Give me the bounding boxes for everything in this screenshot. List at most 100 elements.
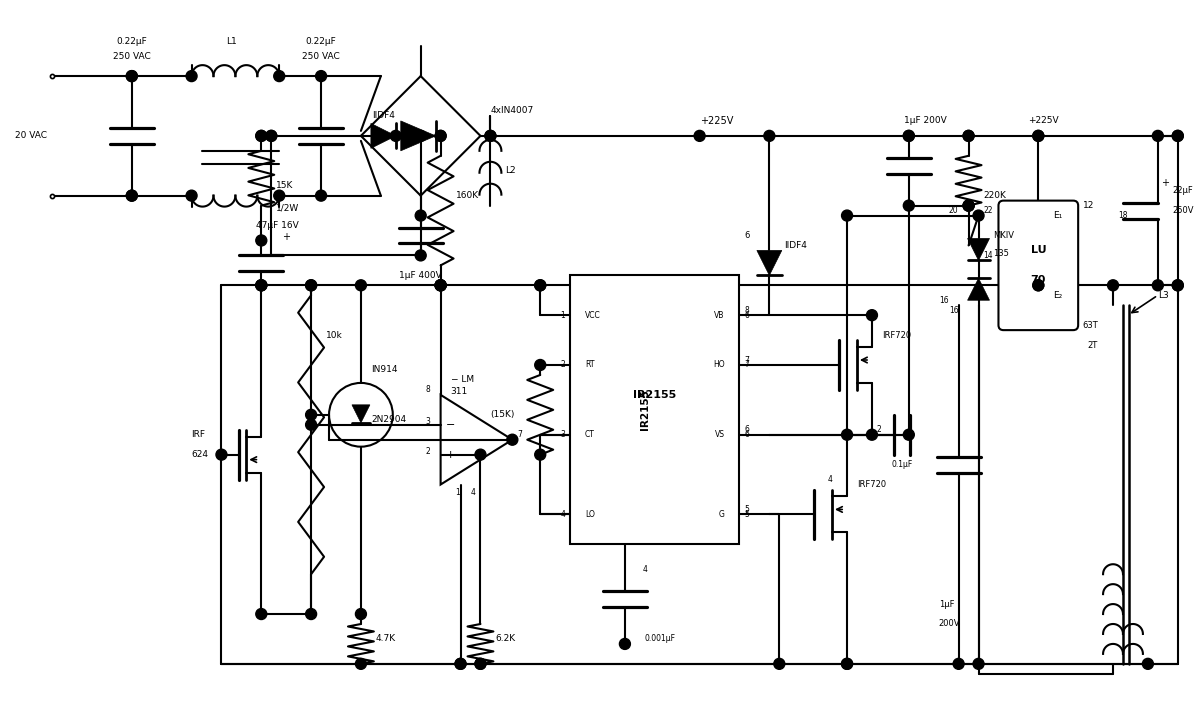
Circle shape (436, 280, 446, 291)
Text: 2N2904: 2N2904 (371, 415, 406, 424)
Circle shape (274, 70, 284, 82)
Text: 14: 14 (984, 251, 994, 260)
Circle shape (535, 450, 546, 460)
Circle shape (764, 130, 775, 141)
Circle shape (904, 130, 914, 141)
Text: 6: 6 (744, 426, 749, 434)
Polygon shape (352, 405, 370, 423)
Text: 1/2W: 1/2W (276, 203, 300, 212)
Text: IIDF4: IIDF4 (372, 112, 395, 120)
Circle shape (1172, 130, 1183, 141)
Circle shape (186, 70, 197, 82)
Text: +225V: +225V (700, 116, 733, 126)
Circle shape (306, 608, 317, 619)
Circle shape (216, 450, 227, 460)
Circle shape (415, 210, 426, 221)
Text: 1μF 200V: 1μF 200V (904, 117, 947, 125)
Text: 16: 16 (949, 306, 959, 315)
Text: IN914: IN914 (371, 365, 397, 375)
Polygon shape (757, 250, 782, 276)
Text: 135: 135 (994, 249, 1009, 258)
Circle shape (436, 130, 446, 141)
Text: −: − (446, 420, 455, 430)
Circle shape (415, 250, 426, 261)
Text: 2: 2 (877, 426, 882, 434)
Polygon shape (967, 239, 990, 260)
Text: 22: 22 (984, 206, 994, 215)
Text: 200V: 200V (938, 619, 960, 629)
Text: L3: L3 (1158, 291, 1169, 299)
Text: 3: 3 (560, 430, 565, 439)
Text: 1: 1 (560, 311, 565, 320)
Text: 250 VAC: 250 VAC (302, 51, 340, 61)
Circle shape (506, 434, 518, 445)
Circle shape (256, 130, 266, 141)
Text: E₁: E₁ (1054, 211, 1063, 220)
Text: L1: L1 (226, 37, 236, 46)
Circle shape (306, 280, 317, 291)
Circle shape (306, 280, 317, 291)
Text: 7: 7 (517, 430, 522, 439)
Circle shape (256, 280, 266, 291)
Text: 1μF 400V: 1μF 400V (400, 271, 442, 280)
Circle shape (436, 280, 446, 291)
Circle shape (841, 658, 852, 669)
Text: LU: LU (1031, 246, 1046, 255)
Text: 2T: 2T (1088, 341, 1098, 349)
Circle shape (436, 280, 446, 291)
Circle shape (1033, 130, 1044, 141)
Text: 12: 12 (1084, 201, 1094, 210)
Circle shape (1172, 280, 1183, 291)
Circle shape (485, 130, 496, 141)
Circle shape (1033, 130, 1044, 141)
Text: VB: VB (714, 311, 725, 320)
Text: +225V: +225V (1028, 117, 1058, 125)
Circle shape (355, 658, 366, 669)
Circle shape (126, 190, 137, 201)
Circle shape (475, 450, 486, 460)
Circle shape (964, 130, 974, 141)
Text: 4: 4 (470, 488, 475, 497)
Text: IR2155: IR2155 (640, 389, 650, 430)
Circle shape (841, 658, 852, 669)
Circle shape (355, 280, 366, 291)
Text: 3: 3 (426, 418, 431, 426)
Circle shape (274, 190, 284, 201)
Circle shape (841, 429, 852, 440)
Text: 16: 16 (940, 296, 949, 304)
Circle shape (1152, 130, 1163, 141)
Text: 20: 20 (949, 206, 959, 215)
Circle shape (126, 70, 137, 82)
Circle shape (694, 130, 706, 141)
Circle shape (256, 130, 266, 141)
Circle shape (535, 360, 546, 370)
Circle shape (126, 70, 137, 82)
Text: 6: 6 (744, 430, 749, 439)
Text: 4xIN4007: 4xIN4007 (491, 107, 534, 115)
Circle shape (126, 190, 137, 201)
Text: 220K: 220K (984, 191, 1007, 200)
Circle shape (306, 410, 317, 420)
Text: 7: 7 (744, 355, 749, 365)
Text: RT: RT (586, 360, 594, 370)
Text: IRF720: IRF720 (857, 480, 886, 489)
Circle shape (265, 130, 277, 141)
Circle shape (455, 658, 466, 669)
Text: 250V: 250V (1172, 206, 1194, 215)
Circle shape (436, 130, 446, 141)
Circle shape (1152, 280, 1163, 291)
Circle shape (415, 130, 426, 141)
Circle shape (256, 280, 266, 291)
Circle shape (904, 429, 914, 440)
Text: 5: 5 (744, 510, 749, 519)
Circle shape (1033, 280, 1044, 291)
Circle shape (841, 210, 852, 221)
Circle shape (436, 280, 446, 291)
Text: 8: 8 (426, 386, 431, 394)
Text: 18: 18 (1118, 211, 1128, 220)
Circle shape (256, 608, 266, 619)
Circle shape (964, 200, 974, 211)
Circle shape (265, 130, 277, 141)
Text: 6: 6 (744, 311, 749, 320)
Text: 1μF: 1μF (938, 600, 954, 608)
